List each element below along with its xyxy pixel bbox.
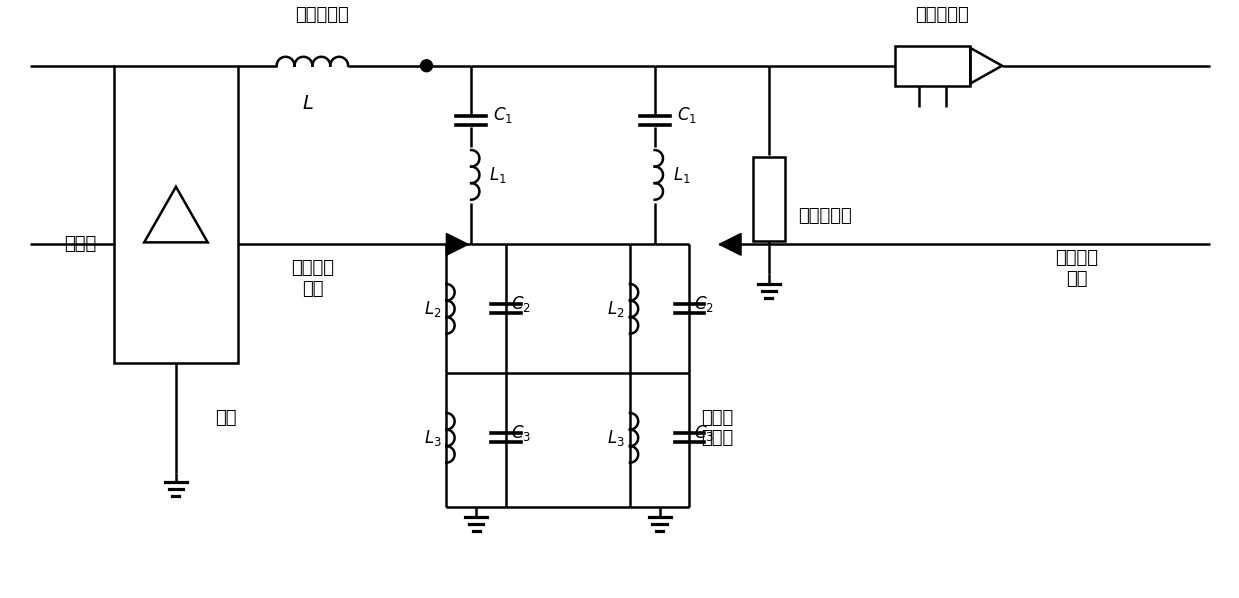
Bar xyxy=(895,46,970,86)
Text: 直流分压器: 直流分压器 xyxy=(799,207,852,225)
Text: 区内故障
电流: 区内故障 电流 xyxy=(1054,249,1098,288)
Text: $L_1$: $L_1$ xyxy=(673,165,690,185)
Text: $C_2$: $C_2$ xyxy=(694,294,714,314)
Text: $C_3$: $C_3$ xyxy=(694,423,715,443)
Text: 桥臂: 桥臂 xyxy=(214,409,237,427)
Text: $L_1$: $L_1$ xyxy=(489,165,507,185)
Text: $L$: $L$ xyxy=(301,94,313,113)
Circle shape xyxy=(420,60,432,72)
Text: 交流侧: 交流侧 xyxy=(64,236,97,254)
Text: $L_2$: $L_2$ xyxy=(424,299,441,319)
Text: $L_2$: $L_2$ xyxy=(607,299,624,319)
Text: $C_2$: $C_2$ xyxy=(510,294,530,314)
Text: $C_3$: $C_3$ xyxy=(510,423,532,443)
Text: 直流分流器: 直流分流器 xyxy=(916,6,969,24)
Bar xyxy=(753,157,784,242)
FancyArrow shape xyxy=(446,233,468,255)
FancyArrow shape xyxy=(719,233,741,255)
Text: $L_3$: $L_3$ xyxy=(607,428,624,448)
Text: 直流滤
波器组: 直流滤 波器组 xyxy=(701,408,733,447)
Text: $C_1$: $C_1$ xyxy=(676,105,696,126)
Text: $L_3$: $L_3$ xyxy=(424,428,441,448)
Text: 区外故障
电流: 区外故障 电流 xyxy=(291,259,333,298)
Text: $C_1$: $C_1$ xyxy=(493,105,513,126)
Text: 平波电抗器: 平波电抗器 xyxy=(295,6,349,24)
Bar xyxy=(114,66,238,364)
